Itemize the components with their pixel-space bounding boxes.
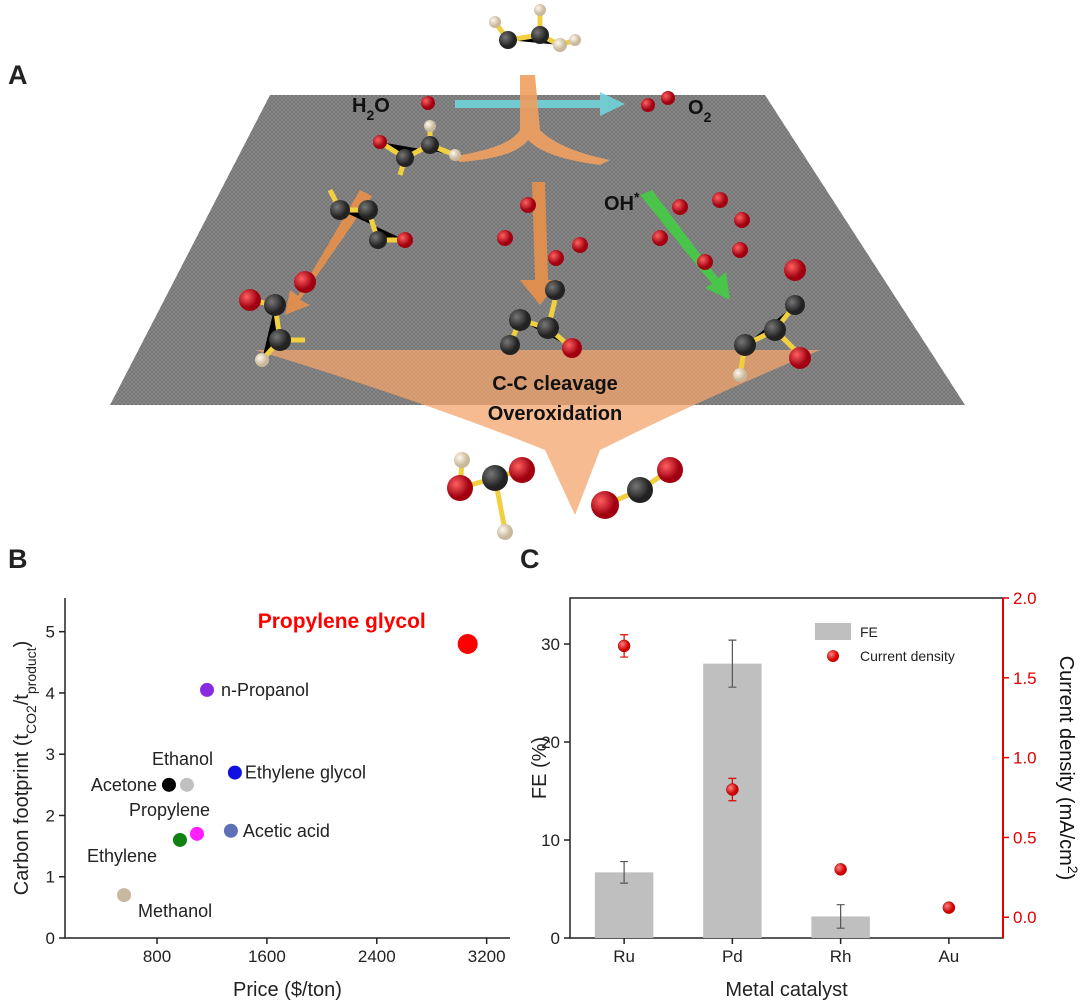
data-point xyxy=(117,888,132,903)
data-point xyxy=(223,823,238,838)
y-tick-label: 30 xyxy=(541,635,560,654)
y-tick-label: 1 xyxy=(46,868,55,887)
y-tick-label: 0 xyxy=(551,929,560,948)
text-part: Metal catalyst xyxy=(725,979,848,1001)
point-label: Methanol xyxy=(138,901,212,921)
x-tick-label: Au xyxy=(938,947,959,966)
atoms xyxy=(239,4,811,540)
panel-label: A xyxy=(8,60,28,90)
data-point xyxy=(172,832,187,847)
text-part: CO2 xyxy=(23,705,39,734)
legend-label: FE xyxy=(860,624,878,640)
data-point xyxy=(179,777,194,792)
point-label: Propylene glycol xyxy=(258,610,426,633)
panel-label: B xyxy=(8,544,28,574)
x-tick-label: 1600 xyxy=(248,947,286,966)
error-bar xyxy=(836,904,845,929)
text-part: O xyxy=(688,97,704,119)
data-point xyxy=(942,901,956,914)
data-point xyxy=(457,633,478,654)
x-tick-label: Ru xyxy=(613,947,635,966)
text-part: Carbon footprint (t xyxy=(11,734,33,896)
y-axis-label: Carbon footprint (tCO2/tproduct) xyxy=(11,641,39,896)
y-tick-label: 0.5 xyxy=(1013,828,1037,847)
arrow xyxy=(455,92,625,116)
text-part: /t xyxy=(11,694,33,706)
y-tick-label: 0 xyxy=(46,929,55,948)
y-tick-label: 5 xyxy=(46,623,55,642)
text-part: ) xyxy=(1055,874,1077,881)
data-point xyxy=(227,765,242,780)
legend-swatch xyxy=(815,623,851,640)
text-part: * xyxy=(634,189,640,205)
point-label: Ethanol xyxy=(152,749,213,769)
point-label: Acetic acid xyxy=(243,821,330,841)
data-point xyxy=(834,863,847,876)
y-tick-label: 2 xyxy=(46,806,55,825)
x-tick-label: 2400 xyxy=(358,947,396,966)
y-tick-label: 20 xyxy=(541,733,560,752)
y-tick-label: 4 xyxy=(46,684,55,703)
point-label: Ethylene glycol xyxy=(245,763,366,783)
legend-swatch xyxy=(827,650,839,662)
text-part: product xyxy=(23,647,39,694)
data-point xyxy=(200,682,215,697)
y-tick-label: 1.5 xyxy=(1013,669,1037,688)
y-tick-label: 3 xyxy=(46,745,55,764)
species-label: O2 xyxy=(688,97,712,125)
species-label: H2O xyxy=(352,95,390,123)
legend-label: Current density xyxy=(860,648,955,664)
x-axis-label: Metal catalyst xyxy=(725,979,848,1001)
data-point xyxy=(161,777,176,792)
y-tick-label: 10 xyxy=(541,831,560,850)
error-bar xyxy=(728,639,737,688)
x-axis-label: Price ($/ton) xyxy=(233,979,342,1001)
point-label: n-Propanol xyxy=(221,680,309,700)
y-axis-label: FE (%) xyxy=(529,737,551,799)
x-tick-label: 3200 xyxy=(468,947,506,966)
error-bar xyxy=(620,860,629,884)
text-part: 2 xyxy=(366,107,374,123)
y2-axis-label: Current density (mA/cm2) xyxy=(1055,656,1080,881)
text-part: FE (%) xyxy=(529,737,551,799)
panel-label: C xyxy=(520,544,540,574)
text-part: H xyxy=(352,95,366,117)
arrow xyxy=(640,190,730,300)
text-part: Price ($/ton) xyxy=(233,979,342,1001)
point-label: Propylene xyxy=(129,800,210,820)
text-part: O xyxy=(374,95,390,117)
data-point xyxy=(189,826,204,841)
point-label: Acetone xyxy=(91,775,157,795)
pathway-label: Overoxidation xyxy=(488,403,622,425)
arrow xyxy=(450,75,610,165)
text-part: 2 xyxy=(1065,866,1080,874)
pathway-label: C-C cleavage xyxy=(492,373,618,395)
text-part: OH xyxy=(604,193,634,215)
species-label: OH* xyxy=(604,189,640,215)
arrow xyxy=(520,182,560,305)
y-tick-label: 2.0 xyxy=(1013,589,1037,608)
y-tick-label: 0.0 xyxy=(1013,908,1037,927)
arrow xyxy=(255,350,820,515)
x-tick-label: Rh xyxy=(830,947,852,966)
illustration: H2O O2 OH* C-C cleavage Overoxidation xyxy=(110,4,965,540)
data-point xyxy=(726,783,739,796)
text-part: ) xyxy=(11,641,33,648)
text-part: 2 xyxy=(704,109,712,125)
text-part: Current density (mA/cm xyxy=(1055,656,1077,866)
y-tick-label: 1.0 xyxy=(1013,749,1037,768)
x-tick-label: 800 xyxy=(143,947,171,966)
x-tick-label: Pd xyxy=(722,947,743,966)
data-point xyxy=(617,639,631,653)
point-label: Ethylene xyxy=(87,846,157,866)
